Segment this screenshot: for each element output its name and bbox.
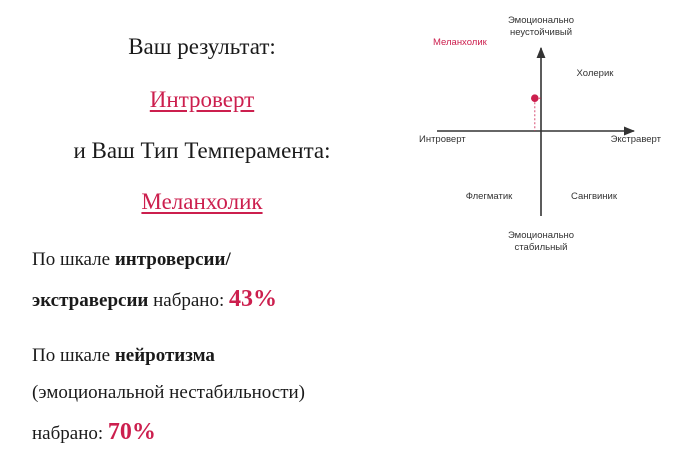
top-axis-label-1: Эмоционально — [508, 15, 574, 26]
quadrant-sanguine-label: Сангвиник — [571, 191, 618, 202]
temperament-diagram: Эмоционально неустойчивый Эмоционально с… — [419, 15, 662, 253]
bottom-axis-label-1: Эмоционально — [508, 230, 574, 241]
temperament-subheading: и Ваш Тип Темперамента: — [73, 138, 331, 163]
introversion-scale-line2: экстраверсии набрано: 43% — [32, 287, 277, 313]
right-axis-label: Экстраверт — [611, 134, 662, 145]
result-heading: Ваш результат: — [128, 34, 276, 59]
neuroticism-term: нейротизма — [114, 345, 215, 366]
result-marker — [531, 94, 539, 102]
bottom-axis-label-2: стабильный — [515, 242, 568, 253]
top-axis-label-2: неустойчивый — [510, 27, 572, 38]
introversion-term: интроверсии/ — [114, 249, 231, 270]
quadrant-choleric-label: Холерик — [577, 68, 615, 79]
temperament-link-row: Меланхолик — [0, 188, 404, 216]
type-link-row: Интроверт — [0, 86, 404, 114]
neuroticism-suffix: набрано: — [32, 423, 108, 444]
extraversion-term: экстраверсии — [32, 290, 149, 311]
quadrant-melancholic-label: Меланхолик — [433, 37, 488, 48]
introvert-link[interactable]: Интроверт — [149, 87, 255, 112]
introversion-suffix: набрано: — [148, 290, 229, 311]
neuroticism-scale-line2: (эмоциональной нестабильности) — [32, 382, 306, 403]
left-axis-label: Интроверт — [419, 134, 466, 145]
neuroticism-prefix: По шкале — [32, 345, 115, 366]
introversion-prefix: По шкале — [32, 249, 115, 270]
neuroticism-scale-line1: По шкале нейротизма — [32, 344, 215, 368]
melancholic-link[interactable]: Меланхолик — [141, 189, 263, 214]
introversion-score: 43% — [229, 286, 277, 312]
introversion-scale-line1: По шкале интроверсии/ — [32, 248, 231, 272]
neuroticism-score: 70% — [107, 419, 156, 445]
neuroticism-scale-line3: набрано: 70% — [32, 420, 156, 446]
quadrant-phlegmatic-label: Флегматик — [466, 191, 513, 202]
